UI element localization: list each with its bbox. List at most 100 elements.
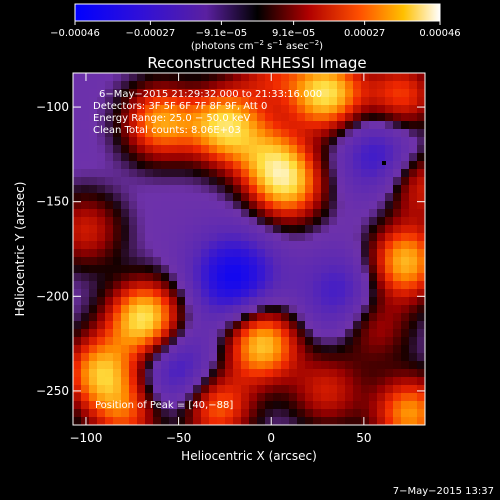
heatmap-cell <box>393 289 402 298</box>
heatmap-cell <box>369 321 378 330</box>
heatmap-cell <box>305 233 314 242</box>
heatmap-cell <box>321 241 330 250</box>
heatmap-cell <box>161 73 170 82</box>
heatmap-cell <box>161 409 170 418</box>
heatmap-cell <box>233 297 242 306</box>
heatmap-cell <box>249 121 258 130</box>
heatmap-cell <box>385 417 394 426</box>
heatmap-cell <box>73 105 82 114</box>
heatmap-cell <box>249 377 258 386</box>
heatmap-cell <box>329 313 338 322</box>
heatmap-cell <box>73 233 82 242</box>
heatmap-cell <box>89 201 98 210</box>
heatmap-cell <box>321 297 330 306</box>
heatmap-cell <box>361 401 370 410</box>
heatmap-cell <box>185 265 194 274</box>
heatmap-cell <box>417 129 426 138</box>
heatmap-cell <box>369 193 378 202</box>
heatmap-cell <box>401 209 410 218</box>
heatmap-cell <box>369 81 378 90</box>
heatmap-cell <box>97 249 106 258</box>
heatmap-cell <box>201 145 210 154</box>
heatmap-cell <box>153 177 162 186</box>
heatmap-cell <box>137 393 146 402</box>
heatmap-cell <box>361 313 370 322</box>
heatmap-cell <box>297 329 306 338</box>
heatmap-cell <box>73 169 82 178</box>
heatmap-cell <box>361 177 370 186</box>
heatmap-cell <box>377 305 386 314</box>
heatmap-cell <box>97 361 106 370</box>
heatmap-cell <box>385 217 394 226</box>
heatmap-cell <box>209 321 218 330</box>
heatmap-cell <box>81 105 90 114</box>
heatmap-cell <box>313 81 322 90</box>
heatmap-cell <box>289 289 298 298</box>
heatmap-cell <box>209 273 218 282</box>
heatmap-cell <box>81 321 90 330</box>
heatmap-cell <box>225 289 234 298</box>
heatmap-cell <box>137 129 146 138</box>
heatmap-cell <box>305 281 314 290</box>
heatmap-cell <box>305 361 314 370</box>
heatmap-cell <box>209 249 218 258</box>
heatmap-cell <box>201 137 210 146</box>
heatmap-cell <box>185 97 194 106</box>
heatmap-cell <box>169 281 178 290</box>
heatmap-cell <box>305 217 314 226</box>
heatmap-cell <box>361 169 370 178</box>
heatmap-cell <box>377 193 386 202</box>
heatmap-cell <box>225 273 234 282</box>
heatmap-cell <box>161 361 170 370</box>
heatmap-cell <box>185 137 194 146</box>
heatmap-cell <box>129 417 138 426</box>
heatmap-cell <box>377 201 386 210</box>
heatmap-cell <box>273 297 282 306</box>
heatmap-cell <box>193 177 202 186</box>
heatmap-cell <box>257 105 266 114</box>
heatmap-cell <box>385 257 394 266</box>
heatmap-cell <box>409 297 418 306</box>
heatmap-cell <box>73 401 82 410</box>
heatmap-cell <box>233 153 242 162</box>
colorbar-units: (photons cm−2 s−1 asec−2) <box>191 39 323 52</box>
heatmap-cell <box>249 329 258 338</box>
heatmap-cell <box>257 177 266 186</box>
heatmap-cell <box>145 377 154 386</box>
heatmap-cell <box>313 401 322 410</box>
heatmap-cell <box>225 345 234 354</box>
heatmap-cell <box>169 217 178 226</box>
heatmap-cell <box>297 417 306 426</box>
heatmap-cell <box>385 161 394 170</box>
heatmap-cell <box>305 161 314 170</box>
heatmap-cell <box>249 249 258 258</box>
heatmap-cell <box>289 257 298 266</box>
heatmap-cell <box>401 289 410 298</box>
heatmap-cell <box>177 393 186 402</box>
heatmap-cell <box>185 305 194 314</box>
heatmap-cell <box>177 273 186 282</box>
heatmap-cell <box>73 153 82 162</box>
heatmap-cell <box>377 337 386 346</box>
heatmap-cell <box>417 81 426 90</box>
heatmap-cell <box>249 233 258 242</box>
heatmap-cell <box>369 169 378 178</box>
heatmap-cell <box>137 89 146 98</box>
heatmap-cell <box>209 305 218 314</box>
heatmap-cell <box>137 81 146 90</box>
heatmap-cell <box>129 361 138 370</box>
heatmap-cell <box>297 241 306 250</box>
heatmap-cell <box>153 233 162 242</box>
heatmap-cell <box>401 201 410 210</box>
heatmap-cell <box>401 217 410 226</box>
heatmap-cell <box>225 201 234 210</box>
heatmap-cell <box>105 161 114 170</box>
heatmap-cell <box>345 393 354 402</box>
heatmap-cell <box>185 401 194 410</box>
heatmap-cell <box>369 153 378 162</box>
heatmap-cell <box>145 145 154 154</box>
heatmap-cell <box>129 377 138 386</box>
heatmap-cell <box>209 361 218 370</box>
x-tick-label: −50 <box>166 431 191 445</box>
heatmap-cell <box>313 353 322 362</box>
